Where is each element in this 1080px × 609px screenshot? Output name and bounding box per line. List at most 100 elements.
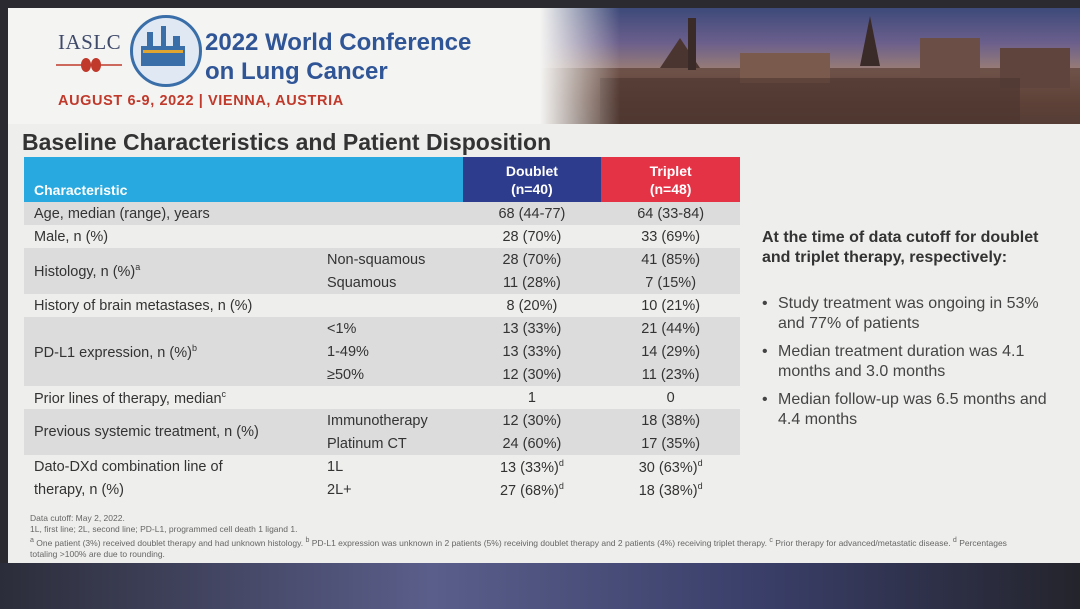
row-label: Prior lines of therapy, medianc [24, 386, 327, 409]
bullet-icon: • [762, 391, 768, 408]
table-row: Platinum CT 24 (60%) 17 (35%) [24, 432, 740, 455]
row-sublabel: Squamous [327, 271, 463, 294]
lung-logo-icon [56, 58, 122, 72]
triplet-value: 64 (33-84) [601, 202, 740, 225]
doublet-value: 68 (44-77) [462, 202, 602, 225]
footnote-notes: a One patient (3%) received doublet ther… [30, 535, 1030, 560]
footnote-text: PD-L1 expression was unknown in 2 patien… [309, 537, 770, 548]
table-row: Previous systemic treatment, n (%) Immun… [24, 409, 740, 455]
bullet-text: Median treatment duration was 4.1 months… [778, 343, 1025, 380]
header-doublet: Doublet (n=40) [462, 157, 602, 202]
doublet-value: 28 (70%) [462, 248, 602, 271]
triplet-value: 0 [666, 389, 675, 406]
row-sublabel [327, 225, 463, 248]
conference-title-line1: 2022 World Conference [205, 29, 472, 56]
photo-edge-top [0, 0, 1080, 8]
list-item: • Median follow-up was 6.5 months and 4.4… [762, 390, 1062, 430]
footnote-abbreviations: 1L, first line; 2L, second line; PD-L1, … [30, 524, 298, 534]
footnote-cutoff: Data cutoff: May 2, 2022. [30, 513, 125, 523]
row-label: History of brain metastases, n (%) [34, 297, 253, 314]
bullet-text: Median follow-up was 6.5 months and 4.4 … [778, 391, 1047, 428]
header-triplet: Triplet (n=48) [601, 157, 740, 202]
header-characteristic: Characteristic [24, 157, 463, 202]
row-label: Age, median (range), years [24, 202, 327, 225]
row-sublabel [327, 386, 463, 409]
footnote-marker: d [697, 457, 703, 468]
row-sublabel: Non-squamous [327, 248, 463, 271]
triplet-value: 41 (85%) [601, 248, 740, 271]
vienna-skyline-image [540, 8, 1080, 124]
footnote-marker: a [30, 537, 34, 544]
prior-lines-label: Prior lines of therapy, median [34, 390, 222, 407]
doublet-value: 13 (33%)d [463, 455, 602, 478]
list-item: • Median treatment duration was 4.1 month… [762, 342, 1062, 382]
triplet-value-text: 18 (38%) [638, 482, 698, 499]
footnote-marker: d [952, 537, 957, 544]
vienna-emblem-icon [130, 15, 202, 87]
triplet-value: 7 (15%) [601, 271, 740, 294]
table-row: 1-49% 13 (33%) 14 (29%) [24, 340, 740, 363]
doublet-value-text: 13 (33%) [499, 459, 559, 476]
footnote-text: One patient (3%) received doublet therap… [33, 537, 306, 548]
conference-title-line2: on Lung Cancer [205, 58, 388, 85]
doublet-value: 13 (33%) [462, 317, 602, 340]
triplet-value: 21 (44%) [601, 317, 740, 340]
table-row: Squamous 11 (28%) 7 (15%) [24, 271, 740, 294]
footnote-marker: c [221, 388, 227, 399]
doublet-value: 13 (33%) [462, 340, 602, 363]
header-doublet-n: (n=40) [511, 180, 553, 197]
row-sublabel [327, 202, 463, 225]
row-label: Dato-DXd combination line of [34, 458, 223, 475]
table-row: ≥50% 12 (30%) 11 (23%) [24, 363, 740, 386]
header-triplet-n: (n=48) [649, 180, 692, 197]
row-sublabel [327, 294, 463, 317]
triplet-value: 18 (38%)d [601, 478, 740, 501]
bullet-text: Study treatment was ongoing in 53% and 7… [778, 295, 1039, 332]
iaslc-logo-text: IASLC [58, 30, 122, 54]
bullet-icon: • [762, 295, 768, 312]
table-header-row: Characteristic Doublet (n=40) Triplet (n… [24, 157, 740, 202]
doublet-value: 24 (60%) [462, 432, 602, 455]
bullet-icon: • [762, 343, 768, 360]
doublet-value: 1 [527, 389, 536, 406]
triplet-value-text: 30 (63%) [638, 459, 698, 476]
photo-edge-left [0, 0, 8, 609]
triplet-value: 17 (35%) [601, 432, 740, 455]
conference-title: 2022 World Conference on Lung Cancer [205, 28, 471, 86]
row-label: therapy, n (%) [34, 481, 124, 498]
footnote-text: Percentages totaling >100% are due to ro… [30, 537, 1007, 559]
footnote-marker: c [769, 537, 773, 544]
doublet-value: 27 (68%)d [463, 478, 602, 501]
row-sublabel: Immunotherapy [327, 409, 463, 432]
slide-title: Baseline Characteristics and Patient Dis… [22, 129, 552, 155]
footnote-marker: d [697, 480, 703, 491]
footnote-marker: b [191, 342, 197, 353]
table-row: Age, median (range), years 68 (44-77) 64… [24, 202, 740, 225]
triplet-value: 14 (29%) [601, 340, 740, 363]
doublet-value: 8 (20%) [506, 297, 558, 314]
footnote-marker: a [135, 262, 141, 273]
triplet-value: 11 (23%) [601, 363, 740, 386]
doublet-value-text: 27 (68%) [499, 482, 559, 499]
row-sublabel: ≥50% [327, 363, 463, 386]
side-panel-bullets: • Study treatment was ongoing in 53% and … [762, 294, 1062, 438]
footnote-marker: b [305, 537, 310, 544]
pdl1-label: PD-L1 expression, n (%) [34, 344, 192, 361]
table-row: Prior lines of therapy, medianc 1 0 [24, 386, 740, 409]
table-row: therapy, n (%) 2L+ 27 (68%)d 18 (38%)d [24, 478, 740, 501]
table-row: Histology, n (%)a Non-squamous 28 (70%) … [24, 248, 740, 294]
doublet-value: 12 (30%) [462, 409, 602, 432]
side-panel-heading: At the time of data cutoff for doublet a… [762, 229, 1039, 266]
table-row: Male, n (%) 28 (70%) 33 (69%) [24, 225, 740, 248]
triplet-value: 33 (69%) [641, 228, 701, 245]
table-row: PD-L1 expression, n (%)b <1% 13 (33%) 21… [24, 317, 740, 386]
doublet-value: 12 (30%) [462, 363, 602, 386]
bottom-decorative-band [0, 563, 1080, 609]
list-item: • Study treatment was ongoing in 53% and … [762, 294, 1062, 334]
row-sublabel: 1-49% [327, 340, 463, 363]
row-label: Male, n (%) [34, 228, 109, 245]
row-sublabel: Platinum CT [327, 432, 463, 455]
baseline-characteristics-table: Characteristic Doublet (n=40) Triplet (n… [24, 157, 740, 501]
triplet-value: 30 (63%)d [601, 455, 740, 478]
